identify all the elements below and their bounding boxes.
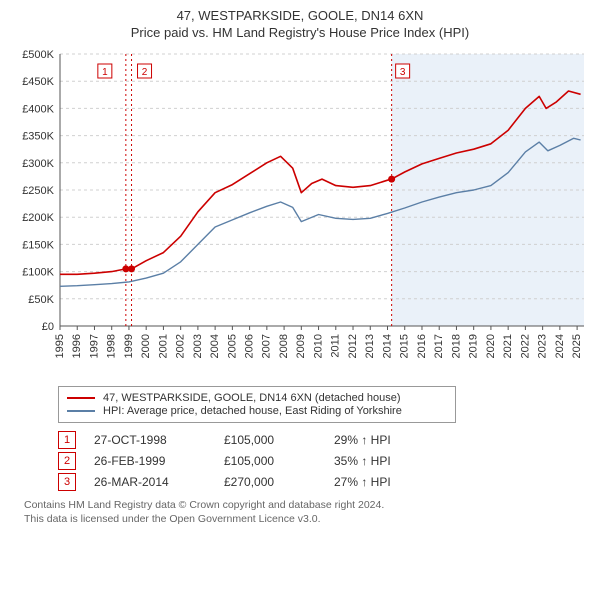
event-price: £105,000	[224, 433, 334, 447]
svg-text:2020: 2020	[485, 334, 497, 358]
footer-line: Contains HM Land Registry data © Crown c…	[24, 499, 576, 513]
svg-text:2023: 2023	[537, 334, 549, 358]
legend-swatch	[67, 410, 95, 412]
svg-text:2024: 2024	[554, 334, 566, 358]
attribution: Contains HM Land Registry data © Crown c…	[24, 499, 576, 526]
svg-text:1996: 1996	[71, 334, 83, 358]
svg-text:2025: 2025	[571, 334, 583, 358]
event-row: 1 27-OCT-1998£105,00029% ↑ HPI	[58, 431, 576, 449]
svg-text:1997: 1997	[88, 334, 100, 358]
svg-text:2005: 2005	[226, 334, 238, 358]
svg-text:2: 2	[142, 67, 148, 78]
svg-text:2001: 2001	[157, 334, 169, 358]
svg-text:2016: 2016	[416, 334, 428, 358]
svg-text:2007: 2007	[261, 334, 273, 358]
event-date: 26-MAR-2014	[94, 475, 224, 489]
legend-label: 47, WESTPARKSIDE, GOOLE, DN14 6XN (detac…	[103, 392, 401, 404]
svg-text:3: 3	[400, 67, 406, 78]
svg-text:£50K: £50K	[28, 294, 54, 306]
svg-text:2008: 2008	[278, 334, 290, 358]
event-delta: 35% ↑ HPI	[334, 454, 391, 468]
svg-text:£100K: £100K	[22, 267, 54, 279]
event-number: 3	[58, 473, 76, 491]
legend: 47, WESTPARKSIDE, GOOLE, DN14 6XN (detac…	[58, 386, 456, 423]
price-chart: £0 £50K £100K £150K £200K £250K £300K £350K £400…	[10, 48, 590, 378]
svg-text:2000: 2000	[140, 334, 152, 358]
svg-text:£150K: £150K	[22, 239, 54, 251]
svg-text:2011: 2011	[330, 334, 342, 358]
svg-text:2002: 2002	[175, 334, 187, 358]
svg-text:2022: 2022	[519, 334, 531, 358]
svg-text:2019: 2019	[468, 334, 480, 358]
event-delta: 27% ↑ HPI	[334, 475, 391, 489]
event-date: 26-FEB-1999	[94, 454, 224, 468]
svg-text:£0: £0	[42, 321, 54, 333]
title-address: 47, WESTPARKSIDE, GOOLE, DN14 6XN	[10, 8, 590, 23]
svg-text:£250K: £250K	[22, 185, 54, 197]
event-number: 1	[58, 431, 76, 449]
legend-label: HPI: Average price, detached house, East…	[103, 405, 402, 417]
event-table: 1 27-OCT-1998£105,00029% ↑ HPI 2 26-FEB-199…	[58, 431, 576, 491]
svg-text:2018: 2018	[450, 334, 462, 358]
svg-text:2017: 2017	[433, 334, 445, 358]
event-price: £270,000	[224, 475, 334, 489]
event-row: 3 26-MAR-2014£270,00027% ↑ HPI	[58, 473, 576, 491]
svg-text:£200K: £200K	[22, 212, 54, 224]
title-subtitle: Price paid vs. HM Land Registry's House …	[10, 25, 590, 40]
svg-text:£300K: £300K	[22, 158, 54, 170]
svg-text:£500K: £500K	[22, 49, 54, 61]
svg-text:2021: 2021	[502, 334, 514, 358]
event-date: 27-OCT-1998	[94, 433, 224, 447]
legend-item: HPI: Average price, detached house, East…	[67, 405, 447, 417]
svg-text:£450K: £450K	[22, 76, 54, 88]
footer-line: This data is licensed under the Open Gov…	[24, 513, 576, 527]
event-number: 2	[58, 452, 76, 470]
svg-text:2003: 2003	[192, 334, 204, 358]
svg-text:2006: 2006	[244, 334, 256, 358]
svg-text:£400K: £400K	[22, 103, 54, 115]
svg-text:£350K: £350K	[22, 131, 54, 143]
svg-text:1: 1	[102, 67, 108, 78]
event-row: 2 26-FEB-1999£105,00035% ↑ HPI	[58, 452, 576, 470]
svg-text:1999: 1999	[123, 334, 135, 358]
legend-swatch	[67, 397, 95, 399]
event-price: £105,000	[224, 454, 334, 468]
svg-text:2009: 2009	[295, 334, 307, 358]
svg-text:2010: 2010	[312, 334, 324, 358]
svg-text:2014: 2014	[381, 334, 393, 358]
legend-item: 47, WESTPARKSIDE, GOOLE, DN14 6XN (detac…	[67, 392, 447, 404]
svg-text:2013: 2013	[364, 334, 376, 358]
svg-text:2004: 2004	[209, 334, 221, 358]
svg-text:1995: 1995	[54, 334, 66, 358]
svg-text:2012: 2012	[347, 334, 359, 358]
svg-text:2015: 2015	[399, 334, 411, 358]
svg-text:1998: 1998	[106, 334, 118, 358]
event-delta: 29% ↑ HPI	[334, 433, 391, 447]
